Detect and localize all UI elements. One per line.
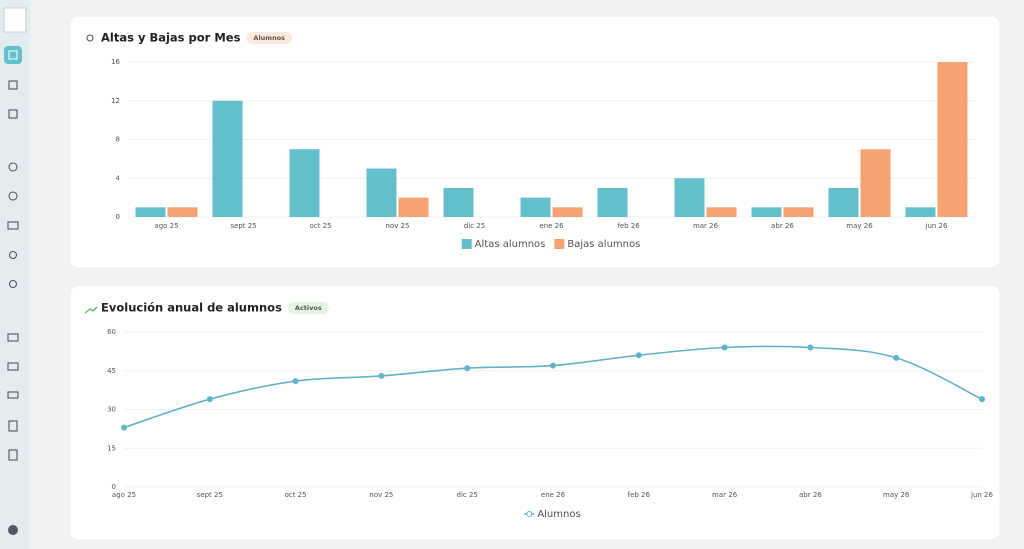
nav-trophy[interactable] (8, 279, 18, 289)
nav-settings[interactable] (8, 250, 18, 260)
bar (552, 207, 583, 217)
x-tick-label: ene 26 (539, 222, 564, 230)
x-tick-label: jun 26 (925, 222, 948, 230)
nav-money[interactable] (7, 391, 19, 399)
bar (366, 168, 397, 217)
x-tick-label: ago 25 (154, 222, 178, 230)
y-tick-label: 8 (116, 136, 120, 144)
x-tick-label: oct 25 (309, 222, 331, 230)
x-tick-label: oct 25 (285, 491, 307, 499)
x-tick-label: feb 26 (617, 222, 640, 230)
y-tick-label: 30 (107, 406, 116, 414)
bar (783, 207, 814, 217)
badge-text: Activos (295, 304, 322, 312)
point (292, 378, 299, 385)
y-tick-label: 0 (116, 213, 120, 221)
sidebar (0, 0, 30, 549)
legend-label: Bajas alumnos (567, 239, 640, 250)
badge-text: Alumnos (253, 34, 285, 42)
x-tick-label: dic 25 (464, 222, 485, 230)
nav-users[interactable] (8, 191, 18, 201)
card (69, 284, 1001, 541)
chart-title: Evolución anual de alumnos (101, 301, 282, 315)
x-tick-label: nov 25 (369, 491, 393, 499)
bar (398, 197, 429, 217)
y-tick-label: 0 (112, 483, 116, 491)
chart-title: Altas y Bajas por Mes (101, 31, 241, 45)
nav-tasks[interactable] (8, 80, 18, 90)
nav-students[interactable] (8, 162, 18, 172)
x-tick-label: mar 26 (712, 491, 738, 499)
nav-wallet[interactable] (7, 362, 19, 371)
bar (828, 187, 859, 217)
badge (246, 32, 293, 44)
legend-swatch (554, 239, 565, 249)
bar (443, 187, 474, 217)
bar (520, 197, 551, 217)
point (121, 424, 127, 431)
x-tick-label: dic 25 (457, 491, 478, 499)
nav-book[interactable] (7, 221, 19, 230)
sidebar-icons[interactable] (3, 7, 27, 535)
bar (706, 207, 737, 217)
x-tick-label: may 26 (846, 222, 873, 230)
x-tick-label: sept 25 (197, 491, 223, 499)
nav-home[interactable] (4, 46, 22, 64)
bar (674, 178, 705, 217)
point (807, 344, 814, 351)
point (550, 362, 556, 369)
point (979, 396, 985, 403)
y-tick-label: 15 (107, 444, 116, 452)
icon (8, 50, 18, 60)
point (893, 354, 900, 361)
point (378, 372, 385, 379)
nav-calendar[interactable] (8, 109, 18, 119)
x-tick-label: may 26 (883, 491, 910, 499)
y-tick-label: 16 (111, 58, 120, 66)
y-tick-label: 45 (107, 367, 116, 375)
x-tick-label: ene 26 (541, 491, 566, 499)
badge (287, 302, 329, 314)
legend-swatch (526, 511, 533, 517)
x-tick-label: nov 25 (386, 222, 410, 230)
bar (135, 207, 166, 217)
nav-doc[interactable] (8, 420, 18, 432)
logo (3, 7, 27, 33)
legend-label: Alumnos (537, 509, 580, 520)
point (635, 352, 642, 359)
bar (905, 207, 936, 217)
point (206, 396, 213, 403)
y-tick-label: 4 (116, 174, 121, 182)
card (69, 15, 1001, 269)
x-tick-label: abr 26 (771, 222, 794, 230)
bar (937, 62, 968, 217)
bar (751, 207, 782, 217)
point (721, 344, 728, 351)
bar (212, 100, 243, 217)
title-icon (86, 34, 94, 42)
y-tick-label: 60 (107, 328, 116, 336)
x-tick-label: mar 26 (693, 222, 719, 230)
bar (289, 149, 320, 217)
title-icon (84, 306, 98, 314)
x-tick-label: ago 25 (112, 491, 136, 499)
x-tick-label: jun 26 (970, 491, 993, 499)
bar (597, 187, 628, 217)
x-tick-label: sept 25 (230, 222, 256, 230)
bar (860, 149, 891, 217)
y-tick-label: 12 (111, 97, 120, 105)
nav-report[interactable] (8, 449, 18, 461)
x-tick-label: feb 26 (628, 491, 651, 499)
avatar[interactable] (8, 525, 18, 535)
legend-swatch (461, 239, 472, 249)
point (464, 365, 471, 372)
nav-card[interactable] (7, 333, 19, 342)
legend-label: Altas alumnos (475, 239, 546, 250)
bar (167, 207, 198, 217)
x-tick-label: abr 26 (799, 491, 822, 499)
